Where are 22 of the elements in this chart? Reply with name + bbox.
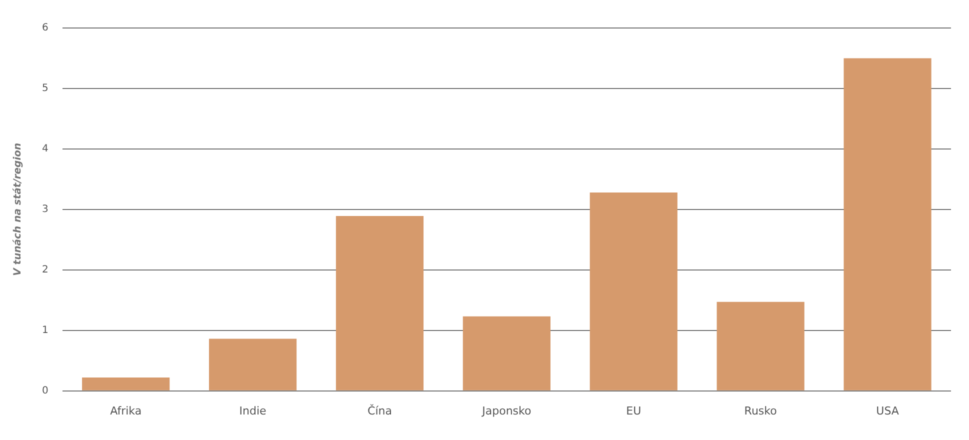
y-tick-label: 4: [42, 144, 48, 155]
y-tick-label: 0: [42, 385, 48, 396]
bar: [82, 378, 170, 390]
x-tick-label: Rusko: [744, 404, 778, 418]
x-tick-label: Indie: [239, 404, 267, 418]
x-tick-label: Čína: [368, 403, 392, 418]
x-tick-label: USA: [876, 404, 900, 418]
bar: [462, 316, 550, 390]
bar: [716, 302, 804, 390]
x-tick-label: EU: [626, 404, 642, 418]
y-axis-title: V tunách na stát/region: [12, 142, 24, 276]
bar: [208, 338, 297, 390]
bar: [590, 192, 678, 390]
y-tick-label: 5: [42, 83, 48, 94]
x-tick-label: Afrika: [110, 404, 142, 418]
bar: [844, 58, 932, 390]
y-tick-label: 1: [42, 324, 48, 336]
bar: [336, 216, 424, 390]
x-tick-label: Japonsko: [481, 404, 532, 418]
y-tick-label: 6: [42, 22, 48, 34]
y-tick-label: 2: [42, 264, 48, 276]
y-tick-label: 3: [42, 204, 48, 215]
